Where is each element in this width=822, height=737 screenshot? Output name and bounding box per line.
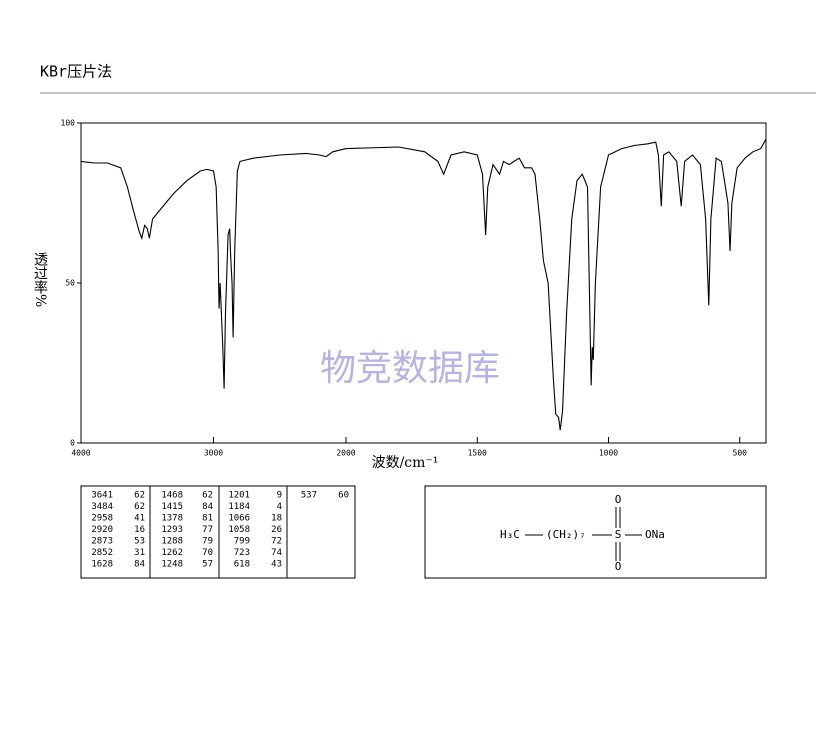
header-title: KBr压片法	[40, 63, 112, 81]
peak-wavenumber: 1415	[161, 502, 183, 512]
peak-transmittance: 70	[202, 548, 213, 558]
peak-wavenumber: 1248	[161, 560, 183, 570]
peak-transmittance: 62	[134, 502, 145, 512]
peak-wavenumber: 3641	[91, 491, 113, 501]
peak-transmittance: 57	[202, 560, 213, 570]
atom: O	[615, 493, 622, 506]
peak-wavenumber: 1293	[161, 525, 183, 535]
peak-wavenumber: 2852	[91, 548, 113, 558]
atom: H₃C	[500, 528, 520, 541]
atom: O	[615, 560, 622, 573]
peak-wavenumber: 3484	[91, 502, 113, 512]
peak-wavenumber: 618	[234, 560, 250, 570]
x-tick-label: 1000	[599, 449, 618, 458]
peak-transmittance: 62	[134, 491, 145, 501]
peak-transmittance: 79	[202, 537, 213, 547]
peak-transmittance: 18	[271, 514, 282, 524]
peak-table-frame	[80, 485, 356, 579]
peak-transmittance: 60	[338, 491, 349, 501]
peak-transmittance: 84	[202, 502, 213, 512]
peak-wavenumber: 2873	[91, 537, 113, 547]
atom: S	[615, 528, 622, 541]
x-tick-label: 500	[733, 449, 748, 458]
peak-wavenumber: 1628	[91, 560, 113, 570]
peak-transmittance: 31	[134, 548, 145, 558]
peak-transmittance: 4	[277, 502, 282, 512]
peak-wavenumber: 1066	[228, 514, 250, 524]
peak-wavenumber: 537	[301, 491, 317, 501]
peak-transmittance: 16	[134, 525, 145, 535]
peak-transmittance: 81	[202, 514, 213, 524]
peak-wavenumber: 1058	[228, 525, 250, 535]
x-axis-label: 波数/cm⁻¹	[372, 455, 439, 471]
peak-wavenumber: 1288	[161, 537, 183, 547]
y-axis-label: 透过率%	[32, 252, 48, 307]
y-tick-label: 0	[70, 439, 75, 448]
x-tick-label: 3000	[204, 449, 223, 458]
peak-wavenumber: 1468	[161, 491, 183, 501]
peak-transmittance: 9	[277, 491, 282, 501]
peak-transmittance: 41	[134, 514, 145, 524]
peak-wavenumber: 799	[234, 537, 250, 547]
peak-wavenumber: 1378	[161, 514, 183, 524]
peak-wavenumber: 1201	[228, 491, 250, 501]
peak-wavenumber: 723	[234, 548, 250, 558]
peak-transmittance: 84	[134, 560, 145, 570]
peak-transmittance: 26	[271, 525, 282, 535]
atom: ONa	[645, 528, 665, 541]
peak-transmittance: 72	[271, 537, 282, 547]
x-tick-label: 2000	[336, 449, 355, 458]
peak-transmittance: 77	[202, 525, 213, 535]
peak-wavenumber: 2958	[91, 514, 113, 524]
y-tick-label: 100	[61, 119, 76, 128]
structure: H₃C (CH₂)₇ S O O ONa	[500, 493, 665, 573]
peak-transmittance: 74	[271, 548, 282, 558]
atom: (CH₂)₇	[546, 528, 586, 541]
peak-wavenumber: 1184	[228, 502, 250, 512]
peak-transmittance: 53	[134, 537, 145, 547]
watermark: 物竞数据库	[320, 348, 500, 389]
structure-frame	[424, 485, 767, 579]
peak-transmittance: 62	[202, 491, 213, 501]
y-tick-label: 50	[65, 279, 75, 288]
x-tick-label: 4000	[71, 449, 90, 458]
peak-wavenumber: 1262	[161, 548, 183, 558]
peak-transmittance: 43	[271, 560, 282, 570]
peak-wavenumber: 2920	[91, 525, 113, 535]
x-tick-label: 1500	[468, 449, 487, 458]
spectrum-line	[80, 138, 767, 431]
